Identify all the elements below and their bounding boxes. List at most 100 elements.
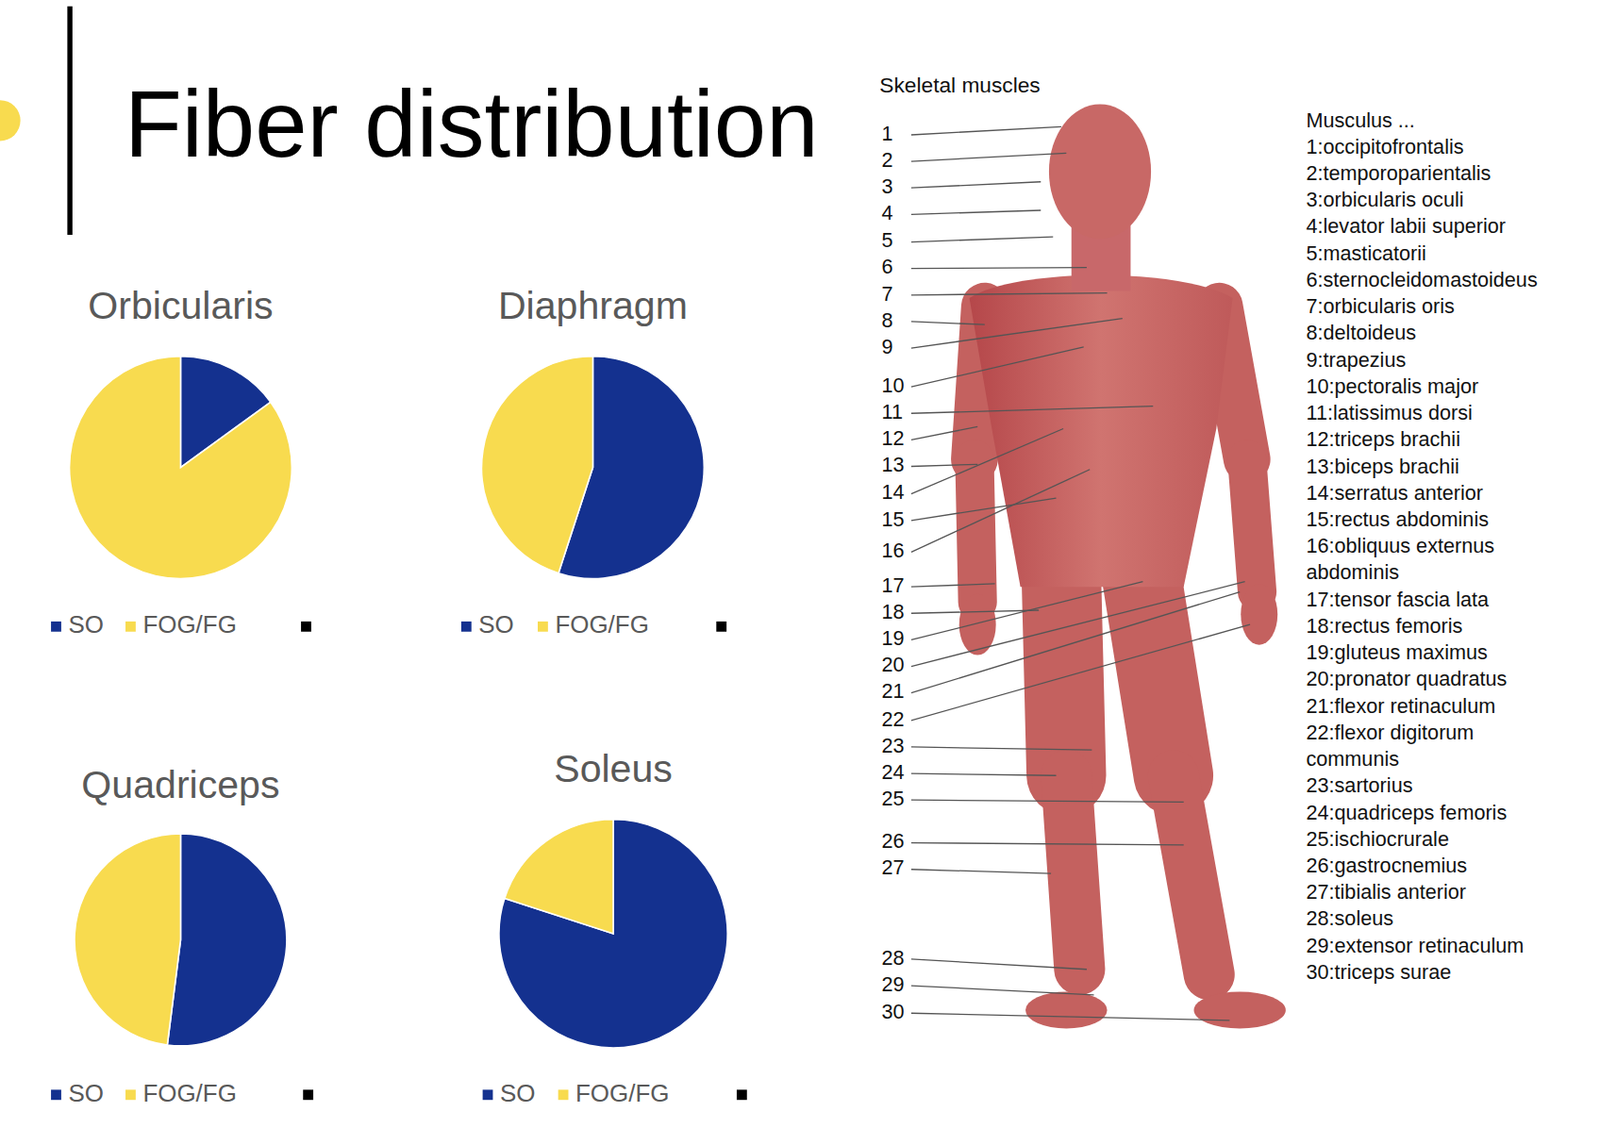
list-item: 9:trapezius	[1305, 348, 1406, 372]
marker-number: 6	[882, 254, 894, 279]
pie-slices	[74, 833, 287, 1047]
leader-line	[911, 293, 1108, 296]
leader-line	[911, 747, 1092, 750]
marker-number: 8	[882, 308, 894, 333]
figure-title: Skeletal muscles	[879, 72, 1040, 98]
chart-title: Quadriceps	[81, 763, 280, 807]
leader-line	[911, 182, 1041, 188]
list-item: 30:triceps surae	[1305, 960, 1451, 984]
body-part	[1025, 992, 1108, 1030]
body-part	[974, 459, 978, 602]
marker-number: 20	[882, 652, 905, 677]
list-item: 25:ischiocrurale	[1305, 827, 1449, 851]
legend-swatch	[558, 1089, 569, 1100]
list-item: 23:sartorius	[1305, 773, 1413, 798]
marker-number: 14	[882, 480, 905, 504]
slide-title: Fiber distribution	[124, 71, 819, 177]
leader-line	[911, 773, 1057, 776]
list-item: 2:temporoparientalis	[1305, 161, 1491, 185]
leader-line	[911, 210, 1041, 215]
legend-label: SO	[478, 611, 514, 638]
list-item: 8:deltoideus	[1305, 320, 1417, 345]
legend-swatch-extra	[302, 1089, 314, 1100]
list-item: 7:orbicularis oris	[1305, 294, 1455, 318]
marker-number: 4	[882, 200, 894, 225]
chart-title: Orbicularis	[87, 283, 273, 328]
accent-bar	[66, 6, 72, 235]
list-item: 27:tibialis anterior	[1305, 880, 1466, 904]
marker-number: 1	[882, 121, 894, 146]
marker-number: 24	[882, 760, 905, 784]
leader-line	[911, 464, 978, 467]
list-item: 14:serratus anterior	[1305, 481, 1484, 505]
marker-number: 13	[882, 452, 905, 477]
marker-number: 27	[882, 855, 905, 880]
leader-line	[911, 624, 1250, 721]
marker-number: 5	[882, 228, 894, 252]
marker-number: 2	[882, 148, 894, 172]
leader-line	[911, 498, 1057, 521]
pie-slice	[74, 833, 181, 1046]
legend: SOFOG/FG	[50, 611, 312, 638]
legend-label: SO	[500, 1080, 535, 1107]
legend-label: FOG/FG	[142, 611, 236, 638]
legend-label: FOG/FG	[575, 1080, 669, 1107]
pie-slice	[166, 833, 287, 1047]
pie-slice	[69, 356, 293, 580]
list-item: 22:flexor digitorum	[1305, 720, 1474, 745]
pie-slice	[504, 819, 614, 934]
list-item: 6:sternocleidomastoideus	[1305, 267, 1537, 292]
list-item: 18:rectus femoris	[1305, 614, 1463, 638]
marker-number: 25	[882, 786, 905, 811]
legend-swatch	[537, 621, 549, 633]
marker-number: 22	[882, 707, 905, 732]
list-item: 15:rectus abdominis	[1305, 507, 1489, 532]
list-item: 29:extensor retinaculum	[1305, 933, 1524, 958]
list-item: 5:masticatorii	[1305, 241, 1426, 266]
leader-line	[911, 869, 1051, 874]
body-silhouette	[959, 104, 1286, 1030]
pie-slices	[482, 356, 705, 580]
marker-number: 30	[882, 1000, 905, 1024]
leader-line	[911, 406, 1153, 415]
marker-number: 3	[882, 174, 894, 199]
marker-number: 12	[882, 426, 905, 450]
marker-number: 23	[882, 733, 905, 758]
marker-number: 7	[882, 282, 894, 306]
legend-swatch	[483, 1089, 494, 1100]
body-part	[1247, 459, 1258, 593]
chart-title: Soleus	[553, 747, 673, 791]
leader-line	[911, 236, 1053, 242]
leader-line	[911, 152, 1067, 162]
body-part	[1194, 992, 1286, 1030]
pie-chart: Soleus SO FOG/FG	[483, 747, 748, 1107]
legend: SO FOG/FG	[50, 1080, 314, 1107]
marker-number: 9	[882, 334, 894, 359]
marker-number: 15	[882, 507, 905, 532]
pie-chart: Quadriceps SO FOG/FG	[50, 763, 314, 1107]
leader-line	[911, 347, 1084, 387]
list-item: 16:obliquus externus	[1305, 533, 1495, 558]
legend-swatch	[125, 1089, 136, 1100]
leader-line	[911, 318, 1123, 349]
legend-label: SO	[67, 1080, 103, 1107]
marker-number: 17	[882, 573, 905, 598]
leader-line	[911, 583, 996, 587]
legend-label: FOG/FG	[554, 611, 649, 638]
marker-number: 10	[882, 373, 905, 398]
list-item: 12:triceps brachii	[1305, 427, 1460, 451]
leader-line	[911, 321, 985, 325]
legend-label: FOG/FG	[142, 1080, 236, 1107]
list-item: 17:tensor fascia lata	[1305, 587, 1490, 612]
list-item: 3:orbicularis oculi	[1305, 187, 1464, 212]
legend-swatch	[50, 621, 62, 633]
list-item: 26:gastrocnemius	[1305, 853, 1467, 878]
leader-line	[911, 582, 1246, 667]
marker-number: 21	[882, 679, 905, 703]
leader-line	[911, 592, 1240, 694]
marker-number: 28	[882, 946, 905, 970]
body-part	[1066, 775, 1080, 970]
chart-title: Diaphragm	[498, 283, 688, 328]
leader-line	[911, 267, 1087, 269]
pie-slice	[499, 819, 728, 1049]
